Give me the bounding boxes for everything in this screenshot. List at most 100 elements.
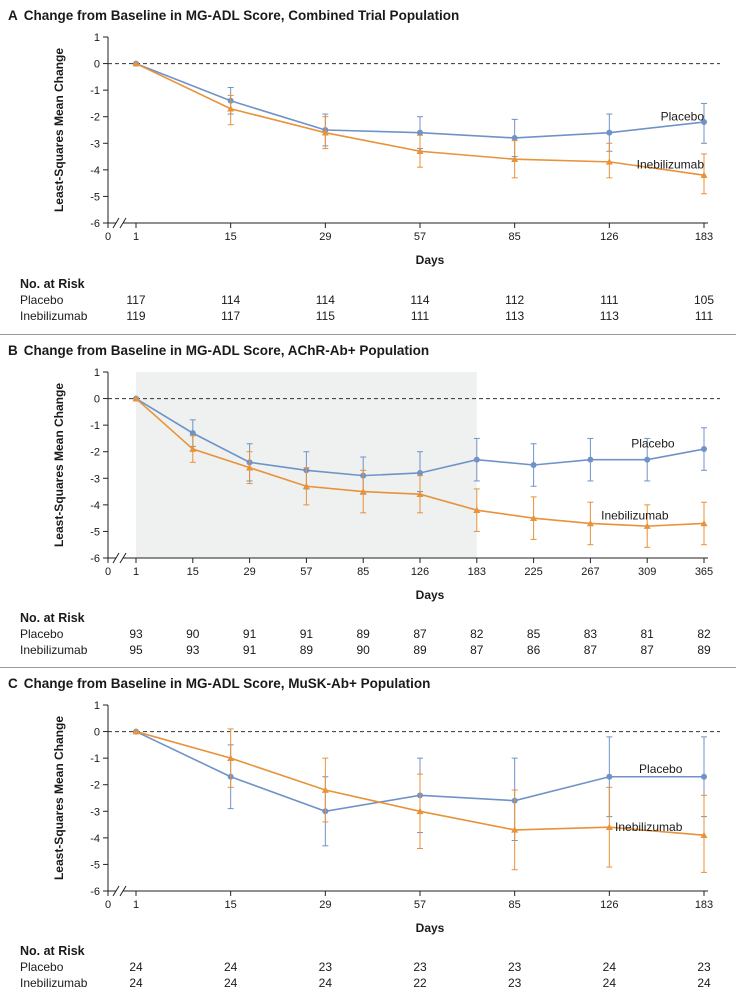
axis-break bbox=[112, 217, 120, 229]
inebilizumab-point bbox=[321, 129, 329, 136]
risk-value-placebo: 23 bbox=[697, 960, 711, 974]
inebilizumab-series-label: Inebilizumab bbox=[601, 508, 669, 522]
panel-title: B Change from Baseline in MG-ADL Score, A… bbox=[8, 343, 429, 358]
axis-break bbox=[112, 885, 120, 897]
y-tick-label: -2 bbox=[90, 112, 100, 124]
inebilizumab-point bbox=[132, 60, 140, 67]
x-tick-label: 0 bbox=[105, 231, 111, 243]
inebilizumab-point bbox=[321, 786, 329, 793]
x-tick-label: 0 bbox=[105, 566, 111, 578]
risk-value-placebo: 24 bbox=[602, 960, 616, 974]
risk-value-placebo: 24 bbox=[129, 960, 143, 974]
inebilizumab-point bbox=[416, 490, 424, 498]
y-tick-label: -2 bbox=[90, 780, 100, 792]
axis-break bbox=[119, 885, 127, 897]
risk-value-inebilizumab: 89 bbox=[299, 643, 314, 657]
risk-value-placebo: 91 bbox=[242, 627, 257, 641]
placebo-point bbox=[511, 134, 518, 141]
y-tick-label: -5 bbox=[90, 859, 100, 871]
inebilizumab-point bbox=[511, 826, 519, 833]
y-tick-label: -4 bbox=[90, 833, 100, 845]
inebilizumab-point bbox=[359, 488, 367, 495]
x-axis-label: Days bbox=[416, 588, 445, 602]
x-tick-label: 183 bbox=[695, 231, 713, 243]
placebo-series-label: Placebo bbox=[661, 110, 705, 124]
y-tick-label: -6 bbox=[90, 218, 100, 230]
inebilizumab-point bbox=[530, 514, 538, 521]
risk-value-placebo: 114 bbox=[315, 293, 335, 307]
y-tick-label: -4 bbox=[90, 165, 100, 177]
risk-value-inebilizumab: 111 bbox=[694, 309, 714, 323]
x-axis-label: Days bbox=[416, 921, 445, 935]
placebo-point bbox=[417, 129, 423, 136]
risk-label-inebilizumab: Inebilizumab bbox=[20, 976, 88, 990]
x-axis-label: Days bbox=[416, 253, 445, 267]
x-tick-label: 126 bbox=[600, 231, 618, 243]
risk-value-placebo: 111 bbox=[600, 293, 619, 307]
placebo-series-label: Placebo bbox=[631, 437, 675, 451]
panel-letter: B bbox=[8, 343, 18, 358]
x-tick-label: 126 bbox=[411, 566, 429, 578]
risk-value-inebilizumab: 87 bbox=[640, 643, 654, 657]
chart-c: 1 0 -1 -2 -3 -4 -5 -6 0 1 15 29 57 85 126 183 Days Placeb… bbox=[90, 700, 720, 935]
y-tick-label: -6 bbox=[90, 886, 100, 898]
panel-letter: A bbox=[8, 8, 18, 23]
y-tick-label: -4 bbox=[90, 500, 100, 512]
risk-label-placebo: Placebo bbox=[20, 627, 64, 641]
placebo-point bbox=[701, 446, 707, 453]
risk-label-placebo: Placebo bbox=[20, 293, 64, 307]
y-tick-label: 0 bbox=[94, 727, 100, 739]
x-tick-label: 0 bbox=[105, 899, 111, 911]
risk-value-inebilizumab: 23 bbox=[507, 976, 522, 990]
inebilizumab-point bbox=[586, 519, 594, 527]
panel-a: A Change from Baseline in MG-ADL Score, C… bbox=[0, 0, 736, 334]
placebo-point bbox=[701, 773, 707, 780]
y-tick-label: 0 bbox=[94, 59, 100, 71]
risk-value-placebo: 23 bbox=[318, 960, 332, 974]
risk-value-inebilizumab: 24 bbox=[223, 976, 238, 990]
risk-value-placebo: 82 bbox=[470, 627, 484, 641]
risk-value-inebilizumab: 113 bbox=[599, 309, 619, 323]
risk-value-placebo: 91 bbox=[299, 627, 314, 641]
x-tick-label: 1 bbox=[133, 566, 139, 578]
panel-b: B Change from Baseline in MG-ADL Score, A… bbox=[0, 334, 736, 667]
risk-value-inebilizumab: 90 bbox=[356, 643, 370, 657]
risk-value-inebilizumab: 113 bbox=[505, 309, 525, 323]
placebo-point bbox=[473, 456, 480, 463]
risk-value-inebilizumab: 22 bbox=[413, 976, 427, 990]
panel-title: A Change from Baseline in MG-ADL Score, C… bbox=[8, 8, 459, 23]
x-tick-label: 15 bbox=[187, 566, 199, 578]
risk-label-placebo: Placebo bbox=[20, 960, 64, 974]
x-tick-label: 183 bbox=[695, 899, 713, 911]
x-tick-label: 1 bbox=[133, 231, 139, 243]
inebilizumab-series-label: Inebilizumab bbox=[637, 158, 705, 172]
x-tick-label: 309 bbox=[638, 566, 656, 578]
risk-label-inebilizumab: Inebilizumab bbox=[20, 643, 88, 657]
risk-value-placebo: 114 bbox=[221, 293, 241, 307]
inebilizumab-point bbox=[302, 482, 310, 490]
placebo-point bbox=[606, 129, 613, 136]
inebilizumab-point bbox=[227, 754, 235, 761]
y-tick-label: -1 bbox=[90, 420, 100, 432]
risk-value-placebo: 112 bbox=[505, 293, 525, 307]
risk-value-placebo: 83 bbox=[583, 627, 598, 641]
placebo-point bbox=[587, 456, 594, 463]
panel-c: C Change from Baseline in MG-ADL Score, M… bbox=[0, 667, 736, 1000]
inebilizumab-point bbox=[246, 464, 254, 471]
y-tick-label: 1 bbox=[94, 700, 100, 712]
panel-title-text: Change from Baseline in MG-ADL Score, Mu… bbox=[23, 676, 431, 691]
placebo-series-label: Placebo bbox=[639, 762, 683, 776]
inebilizumab-point bbox=[473, 506, 481, 513]
y-tick-label: 1 bbox=[94, 367, 100, 379]
risk-value-inebilizumab: 117 bbox=[221, 309, 241, 323]
x-tick-label: 29 bbox=[243, 566, 255, 578]
panel-letter: C bbox=[8, 676, 18, 691]
risk-table-title: No. at Risk bbox=[20, 277, 85, 291]
panel-title: C Change from Baseline in MG-ADL Score, M… bbox=[8, 676, 430, 691]
risk-value-inebilizumab: 115 bbox=[315, 309, 335, 323]
y-tick-label: -1 bbox=[90, 85, 100, 97]
risk-label-inebilizumab: Inebilizumab bbox=[20, 309, 88, 323]
y-tick-label: -5 bbox=[90, 191, 100, 203]
inebilizumab-point bbox=[227, 105, 235, 112]
x-tick-label: 29 bbox=[319, 231, 331, 243]
